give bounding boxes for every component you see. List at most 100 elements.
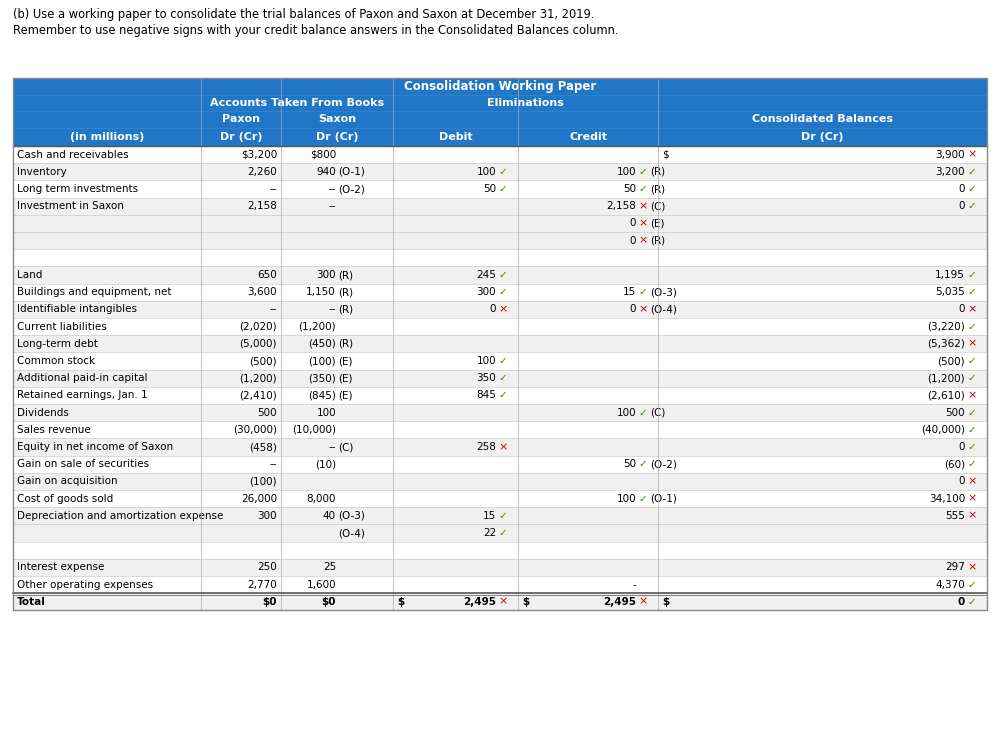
Text: ×: × [638, 304, 648, 314]
Text: 100: 100 [316, 407, 336, 418]
Text: ✓: ✓ [638, 494, 647, 504]
Text: Equity in net income of Saxon: Equity in net income of Saxon [17, 442, 173, 452]
Text: $: $ [662, 597, 670, 606]
Bar [13, 473, 987, 490]
Text: ✓: ✓ [967, 201, 976, 211]
Bar [13, 215, 987, 232]
Text: $: $ [662, 150, 669, 160]
Text: 100: 100 [476, 356, 496, 366]
Text: (2,020): (2,020) [239, 322, 277, 332]
Text: --: -- [328, 184, 336, 194]
Text: $0: $0 [321, 597, 336, 606]
Text: 8,000: 8,000 [306, 494, 336, 504]
Text: Dr (Cr): Dr (Cr) [801, 132, 844, 142]
Text: (R): (R) [650, 184, 665, 194]
Text: --: -- [328, 201, 336, 211]
Text: ✓: ✓ [498, 270, 507, 280]
Text: ✓: ✓ [967, 270, 976, 280]
Text: 258: 258 [476, 442, 496, 452]
Text: 2,158: 2,158 [247, 201, 277, 211]
Text: Depreciation and amortization expense: Depreciation and amortization expense [17, 511, 223, 521]
Bar [13, 181, 987, 198]
Text: ✓: ✓ [967, 580, 976, 589]
Text: 22: 22 [482, 528, 496, 538]
Text: ✓: ✓ [498, 390, 507, 401]
Text: 5,035: 5,035 [935, 287, 965, 297]
Text: Buildings and equipment, net: Buildings and equipment, net [17, 287, 171, 297]
Text: (C): (C) [650, 201, 666, 211]
Text: (E): (E) [650, 219, 665, 228]
Text: 0: 0 [959, 442, 965, 452]
Text: ×: × [638, 597, 648, 606]
Text: (10,000): (10,000) [292, 424, 336, 435]
Bar [13, 78, 987, 610]
Bar [13, 439, 987, 456]
Text: 15: 15 [482, 511, 496, 521]
Text: (O-2): (O-2) [650, 460, 677, 469]
Bar [13, 266, 987, 283]
Text: ✓: ✓ [967, 407, 976, 418]
Text: Identifiable intangibles: Identifiable intangibles [17, 304, 137, 314]
Bar [13, 404, 987, 421]
Text: $: $ [397, 597, 404, 606]
Text: Consolidated Balances: Consolidated Balances [752, 114, 893, 125]
Text: ✓: ✓ [498, 184, 507, 194]
Text: Dividends: Dividends [17, 407, 69, 418]
Text: 0: 0 [630, 236, 636, 245]
Text: --: -- [269, 460, 277, 469]
Text: Saxon: Saxon [318, 114, 356, 125]
Text: 4,370: 4,370 [935, 580, 965, 589]
Text: 40: 40 [323, 511, 336, 521]
Text: --: -- [269, 184, 277, 194]
Text: Sales revenue: Sales revenue [17, 424, 91, 435]
Text: (O-3): (O-3) [338, 511, 365, 521]
Text: (E): (E) [338, 356, 352, 366]
Text: ✓: ✓ [967, 184, 976, 194]
Text: ×: × [498, 597, 508, 606]
Text: ✓: ✓ [498, 167, 507, 177]
Text: ✓: ✓ [967, 460, 976, 469]
Bar [13, 95, 987, 111]
Text: (5,362): (5,362) [927, 339, 965, 349]
Text: 2,495: 2,495 [603, 597, 636, 606]
Text: 0: 0 [630, 304, 636, 314]
Text: (5,000): (5,000) [239, 339, 277, 349]
Text: --: -- [328, 442, 336, 452]
Text: (2,610): (2,610) [927, 390, 965, 401]
Bar [13, 593, 987, 610]
Text: ✓: ✓ [967, 167, 976, 177]
Text: (1,200): (1,200) [239, 373, 277, 383]
Text: 100: 100 [617, 494, 636, 504]
Text: 650: 650 [257, 270, 277, 280]
Text: (R): (R) [338, 287, 353, 297]
Text: (E): (E) [338, 373, 352, 383]
Bar [13, 542, 987, 559]
Text: ×: × [967, 150, 976, 160]
Text: 2,260: 2,260 [247, 167, 277, 177]
Text: Current liabilities: Current liabilities [17, 322, 107, 332]
Bar [13, 301, 987, 318]
Text: (R): (R) [338, 304, 353, 314]
Bar [13, 576, 987, 593]
Text: (O-2): (O-2) [338, 184, 365, 194]
Bar [13, 128, 987, 146]
Bar [13, 318, 987, 335]
Text: 2,495: 2,495 [463, 597, 496, 606]
Text: Gain on acquisition: Gain on acquisition [17, 477, 118, 486]
Text: (C): (C) [338, 442, 353, 452]
Text: ×: × [498, 304, 508, 314]
Text: 3,200: 3,200 [935, 167, 965, 177]
Text: 0: 0 [959, 201, 965, 211]
Text: Interest expense: Interest expense [17, 562, 104, 572]
Text: (1,200): (1,200) [927, 373, 965, 383]
Text: (O-3): (O-3) [650, 287, 677, 297]
Text: (R): (R) [650, 167, 665, 177]
Bar [13, 507, 987, 524]
Bar [13, 198, 987, 215]
Bar [13, 78, 987, 95]
Text: ✓: ✓ [498, 356, 507, 366]
Text: ✓: ✓ [967, 287, 976, 297]
Text: 34,100: 34,100 [929, 494, 965, 504]
Bar [13, 249, 987, 266]
Text: (458): (458) [249, 442, 277, 452]
